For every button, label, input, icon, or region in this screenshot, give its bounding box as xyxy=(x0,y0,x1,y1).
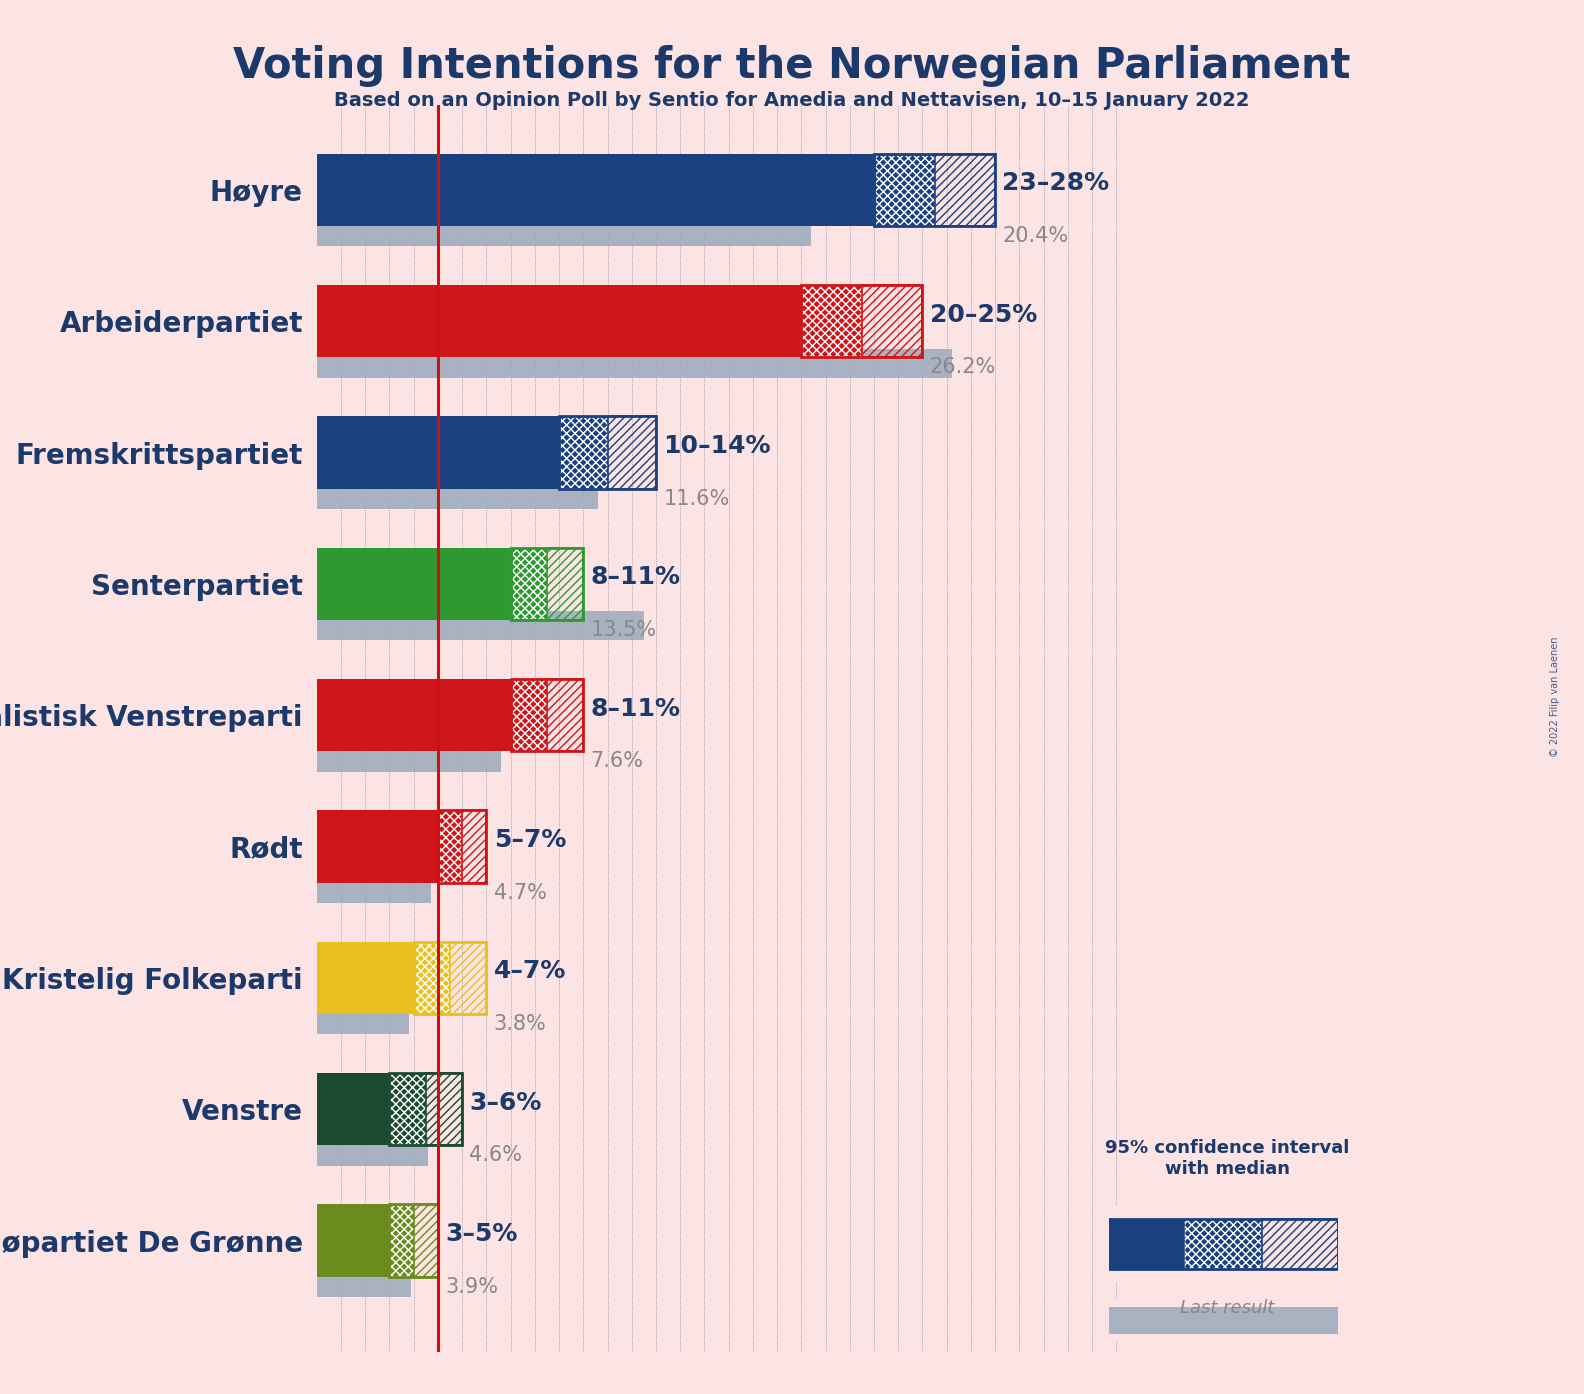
Text: Based on an Opinion Poll by Sentio for Amedia and Nettavisen, 10–15 January 2022: Based on an Opinion Poll by Sentio for A… xyxy=(334,91,1250,110)
Bar xyxy=(437,810,463,882)
Bar xyxy=(317,874,431,903)
Bar xyxy=(317,1136,428,1165)
Bar xyxy=(1109,1306,1338,1334)
Bar xyxy=(317,810,437,882)
Bar xyxy=(390,1204,413,1277)
Bar xyxy=(390,1073,426,1146)
Bar xyxy=(450,942,486,1013)
Bar xyxy=(317,679,510,751)
Bar xyxy=(317,1073,390,1146)
Text: 23–28%: 23–28% xyxy=(1003,171,1109,195)
Text: 8–11%: 8–11% xyxy=(591,566,681,590)
Text: Last result: Last result xyxy=(1180,1299,1275,1317)
Text: 95% confidence interval
with median: 95% confidence interval with median xyxy=(1106,1139,1350,1178)
Bar xyxy=(559,417,608,489)
Text: 5–7%: 5–7% xyxy=(494,828,565,852)
Bar xyxy=(317,417,559,489)
Text: 3.8%: 3.8% xyxy=(494,1013,546,1034)
Text: 20–25%: 20–25% xyxy=(930,302,1038,326)
Bar xyxy=(1262,1220,1338,1269)
Text: 3–5%: 3–5% xyxy=(445,1223,518,1246)
Text: 20.4%: 20.4% xyxy=(1003,226,1069,245)
Bar xyxy=(510,679,546,751)
Bar xyxy=(608,417,656,489)
Text: 26.2%: 26.2% xyxy=(930,357,996,378)
Bar xyxy=(546,679,583,751)
Bar xyxy=(862,286,922,357)
Bar xyxy=(1109,1220,1185,1269)
Bar xyxy=(317,480,597,509)
Bar xyxy=(317,612,643,640)
Text: 13.5%: 13.5% xyxy=(591,620,657,640)
Text: 7.6%: 7.6% xyxy=(591,751,643,771)
Text: 4.7%: 4.7% xyxy=(494,882,546,902)
Text: 4.6%: 4.6% xyxy=(469,1146,523,1165)
Text: © 2022 Filip van Laenen: © 2022 Filip van Laenen xyxy=(1551,637,1560,757)
Bar xyxy=(463,810,486,882)
Bar xyxy=(317,1269,412,1296)
Bar xyxy=(317,548,510,620)
Text: Voting Intentions for the Norwegian Parliament: Voting Intentions for the Norwegian Parl… xyxy=(233,45,1351,86)
Bar xyxy=(413,942,450,1013)
Bar xyxy=(317,286,802,357)
Bar xyxy=(802,286,862,357)
Bar xyxy=(317,1204,390,1277)
Bar xyxy=(426,1073,463,1146)
Bar xyxy=(317,153,874,226)
Bar xyxy=(317,348,952,378)
Bar xyxy=(317,217,811,247)
Bar xyxy=(935,153,995,226)
Bar xyxy=(510,548,546,620)
Bar xyxy=(1185,1220,1262,1269)
Bar xyxy=(413,1204,437,1277)
Text: 4–7%: 4–7% xyxy=(494,959,565,983)
Bar xyxy=(317,743,501,772)
Text: 10–14%: 10–14% xyxy=(664,434,771,459)
Text: 3.9%: 3.9% xyxy=(445,1277,499,1296)
Text: 8–11%: 8–11% xyxy=(591,697,681,721)
Bar xyxy=(317,1005,409,1034)
Bar xyxy=(874,153,935,226)
Text: 11.6%: 11.6% xyxy=(664,488,730,509)
Text: 3–6%: 3–6% xyxy=(469,1090,542,1115)
Bar xyxy=(317,942,413,1013)
Bar xyxy=(546,548,583,620)
